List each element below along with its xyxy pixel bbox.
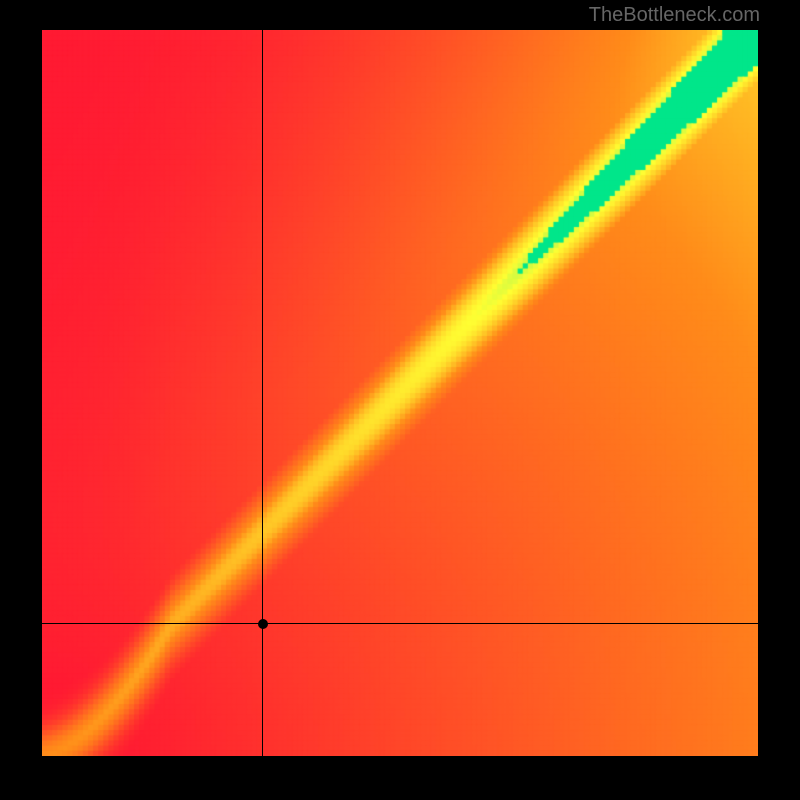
crosshair-horizontal bbox=[42, 623, 758, 624]
plot-area bbox=[42, 30, 758, 756]
watermark-text: TheBottleneck.com bbox=[589, 4, 760, 27]
heatmap-canvas bbox=[42, 30, 758, 756]
crosshair-vertical bbox=[262, 30, 263, 756]
marker-dot bbox=[258, 619, 268, 629]
